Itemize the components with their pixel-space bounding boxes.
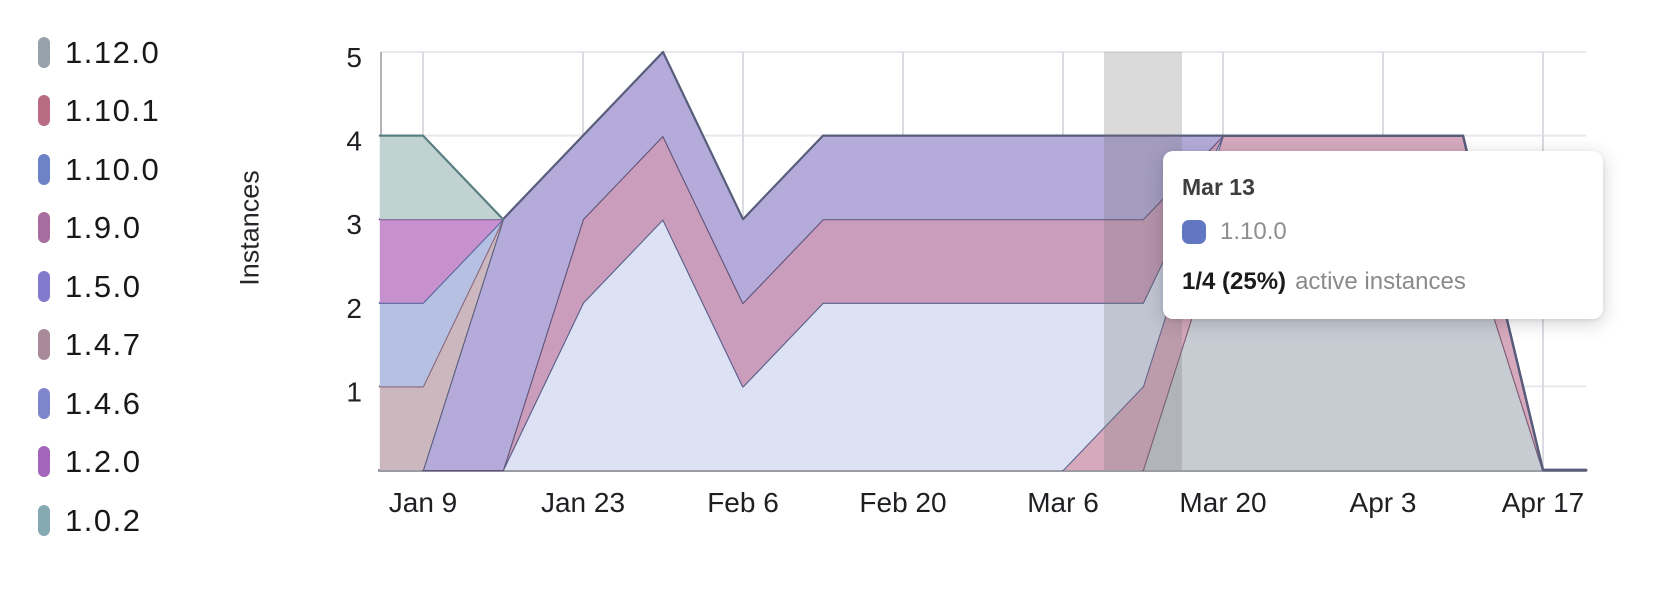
tooltip-series-row: 1.10.0 bbox=[1182, 220, 1579, 244]
legend-item-label: 1.10.1 bbox=[65, 93, 161, 129]
legend-item-1-10-1[interactable]: 1.10.1 bbox=[38, 82, 160, 141]
tooltip-value-suffix: active instances bbox=[1295, 268, 1466, 295]
svg-text:Feb 6: Feb 6 bbox=[707, 487, 779, 518]
svg-text:2: 2 bbox=[346, 293, 362, 324]
legend-item-1-12-0[interactable]: 1.12.0 bbox=[38, 23, 160, 82]
legend-item-1-5-0[interactable]: 1.5.0 bbox=[38, 257, 160, 316]
svg-text:Apr 17: Apr 17 bbox=[1502, 487, 1585, 518]
legend-item-1-10-0[interactable]: 1.10.0 bbox=[38, 140, 160, 199]
svg-text:5: 5 bbox=[346, 42, 362, 73]
x-axis-tick-labels: Jan 9 Jan 23 Feb 6 Feb 20 Mar 6 Mar 20 Apr 3 Ap… bbox=[389, 487, 1585, 518]
tooltip-value-row: 1/4 (25%) active instances bbox=[1182, 270, 1579, 294]
legend-item-label: 1.5.0 bbox=[65, 268, 142, 304]
series-area bbox=[379, 52, 1587, 470]
legend-swatch-icon bbox=[38, 95, 50, 127]
legend: 1.12.0 1.10.1 1.10.0 1.9.0 1.5.0 1.4.7 1… bbox=[38, 23, 160, 550]
svg-text:Apr 3: Apr 3 bbox=[1350, 487, 1417, 518]
svg-text:Feb 20: Feb 20 bbox=[859, 487, 946, 518]
svg-text:Mar 6: Mar 6 bbox=[1027, 487, 1099, 518]
legend-item-1-9-0[interactable]: 1.9.0 bbox=[38, 199, 160, 258]
legend-item-label: 1.9.0 bbox=[65, 210, 142, 246]
tooltip-series-label: 1.10.0 bbox=[1220, 218, 1287, 245]
legend-item-1-4-7[interactable]: 1.4.7 bbox=[38, 316, 160, 375]
legend-item-label: 1.2.0 bbox=[65, 444, 142, 480]
y-axis-tick-labels: 1 2 3 4 5 bbox=[346, 42, 362, 407]
legend-item-label: 1.4.6 bbox=[65, 385, 142, 421]
svg-text:Jan 9: Jan 9 bbox=[389, 487, 458, 518]
svg-text:Jan 23: Jan 23 bbox=[541, 487, 625, 518]
legend-swatch-icon bbox=[38, 36, 50, 68]
legend-swatch-icon bbox=[38, 504, 50, 536]
legend-swatch-icon bbox=[38, 270, 50, 302]
tooltip-date: Mar 13 bbox=[1182, 174, 1255, 200]
svg-text:4: 4 bbox=[346, 126, 362, 157]
svg-text:3: 3 bbox=[346, 209, 362, 240]
legend-swatch-icon bbox=[38, 387, 50, 419]
legend-swatch-icon bbox=[38, 212, 50, 244]
tooltip-value: 1/4 (25%) bbox=[1182, 268, 1287, 295]
legend-item-1-2-0[interactable]: 1.2.0 bbox=[38, 433, 160, 492]
legend-item-label: 1.12.0 bbox=[65, 34, 161, 70]
tooltip-series-swatch-icon bbox=[1182, 220, 1206, 244]
series-line bbox=[421, 50, 1588, 472]
legend-swatch-icon bbox=[38, 329, 50, 361]
legend-item-label: 1.4.7 bbox=[65, 327, 142, 363]
chart-tooltip: Mar 13 1.10.0 1/4 (25%) active instances bbox=[1163, 151, 1603, 319]
legend-item-1-4-6[interactable]: 1.4.6 bbox=[38, 374, 160, 433]
legend-item-1-0-2[interactable]: 1.0.2 bbox=[38, 491, 160, 550]
series-line bbox=[378, 134, 505, 221]
legend-swatch-icon bbox=[38, 153, 50, 185]
svg-text:1: 1 bbox=[346, 376, 362, 407]
series-1.0.2[interactable] bbox=[378, 52, 1587, 470]
svg-text:Mar 20: Mar 20 bbox=[1179, 487, 1266, 518]
legend-swatch-icon bbox=[38, 446, 50, 478]
legend-item-label: 1.10.0 bbox=[65, 151, 161, 187]
series-1.5.0[interactable] bbox=[379, 50, 1588, 472]
legend-item-label: 1.0.2 bbox=[65, 502, 142, 538]
series-area bbox=[379, 135, 1587, 470]
